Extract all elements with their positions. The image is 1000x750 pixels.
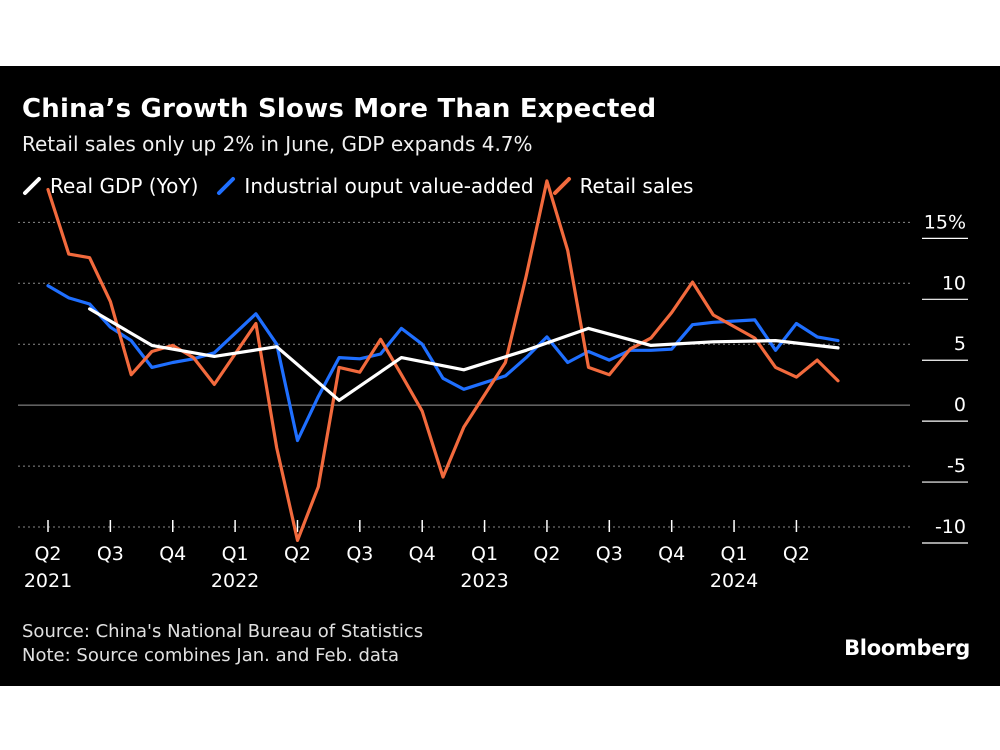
x-year-label: 2022 <box>211 570 259 592</box>
chart-card: China’s Growth Slows More Than Expected … <box>0 66 1000 686</box>
legend-item-gdp: Real GDP (YoY) <box>22 174 198 198</box>
x-tick-label: Q2 <box>533 543 560 565</box>
y-tick-label: 0 <box>954 394 966 416</box>
legend-item-retail: Retail sales <box>552 174 694 198</box>
x-tick-label: Q1 <box>471 543 498 565</box>
chart-subtitle: Retail sales only up 2% in June, GDP exp… <box>22 132 533 156</box>
line-chart: 15% 10 5 0 -5 -10 Q2 2021 Q3 Q4 Q1 2022 Q2 Q3 Q4 Q1 2023… <box>18 179 968 592</box>
x-tick-label: Q4 <box>159 543 186 565</box>
series-line-industrial <box>46 284 840 443</box>
x-tick-label: Q3 <box>596 543 623 565</box>
series-line-retail <box>46 179 840 542</box>
legend-swatch-industrial <box>217 177 236 195</box>
x-tick-label: Q2 <box>783 543 810 565</box>
x-year-label: 2023 <box>460 570 508 592</box>
legend-label-industrial: Industrial ouput value-added <box>244 174 534 198</box>
x-tick-label: Q2 <box>34 543 61 565</box>
y-tick-label: -10 <box>935 516 966 538</box>
legend-item-industrial: Industrial ouput value-added <box>216 174 534 198</box>
source-text: Source: China's National Bureau of Stati… <box>22 621 424 642</box>
x-tick-label: Q1 <box>721 543 748 565</box>
y-tick-label: 5 <box>954 333 966 355</box>
x-tick-label: Q4 <box>658 543 685 565</box>
x-tick-label: Q2 <box>284 543 311 565</box>
series-line-gdp <box>87 307 840 402</box>
legend-swatch-gdp <box>23 177 41 195</box>
legend-swatch-retail <box>552 177 571 195</box>
x-tick-label: Q3 <box>97 543 124 565</box>
y-tick-label: -5 <box>947 455 966 477</box>
x-year-label: 2021 <box>24 570 72 592</box>
note-text: Note: Source combines Jan. and Feb. data <box>22 645 400 666</box>
bloomberg-logo: Bloomberg <box>844 636 970 660</box>
y-tick-label: 10 <box>942 272 966 294</box>
source-note: Source: China's National Bureau of Stati… <box>22 620 423 668</box>
chart-title: China’s Growth Slows More Than Expected <box>22 94 657 124</box>
x-year-label: 2024 <box>710 570 758 592</box>
legend-label-retail: Retail sales <box>579 174 694 198</box>
x-tick-label: Q3 <box>346 543 373 565</box>
y-tick-label: 15% <box>924 211 966 233</box>
legend: Real GDP (YoY) Industrial ouput value-ad… <box>22 174 711 198</box>
x-tick-label: Q1 <box>222 543 249 565</box>
x-tick-label: Q4 <box>409 543 436 565</box>
legend-label-gdp: Real GDP (YoY) <box>50 174 199 198</box>
